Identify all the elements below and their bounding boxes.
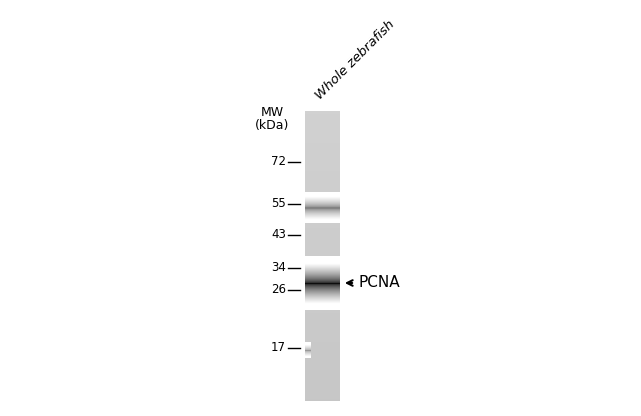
Text: MW: MW [260,106,283,119]
Text: 34: 34 [271,261,286,274]
Text: 26: 26 [271,283,286,296]
Text: (kDa): (kDa) [255,119,289,131]
Text: PCNA: PCNA [359,275,401,290]
Text: 17: 17 [271,341,286,354]
Text: Whole zebrafish: Whole zebrafish [313,17,397,102]
Text: 72: 72 [271,155,286,168]
Text: 43: 43 [271,228,286,241]
Text: 55: 55 [271,198,286,210]
